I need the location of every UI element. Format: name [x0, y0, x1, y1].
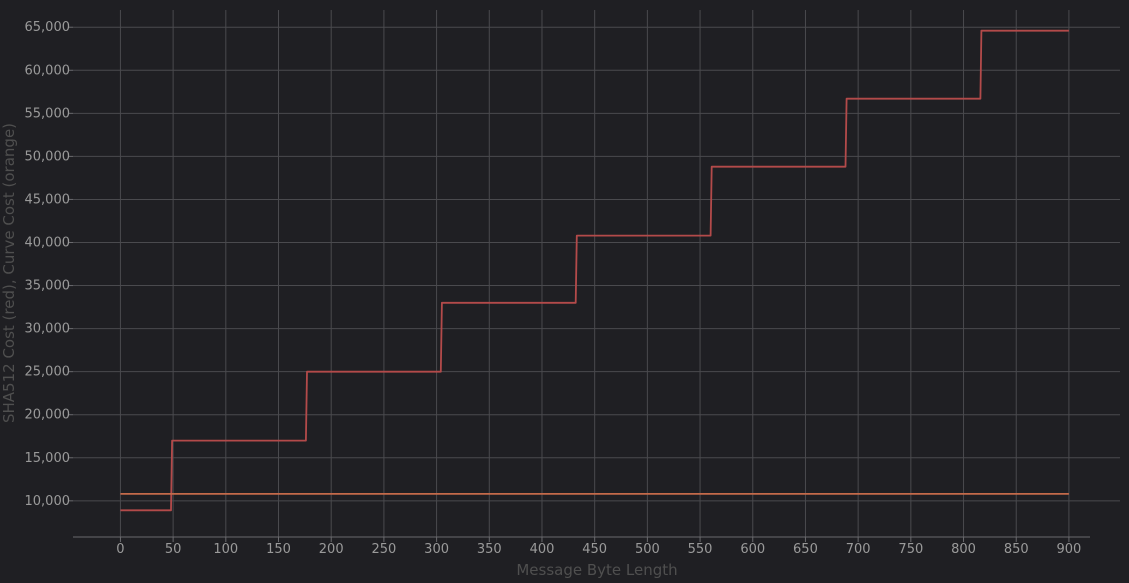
- axes: [68, 26, 1090, 542]
- x-tick-label: 800: [951, 542, 976, 557]
- gridlines: [73, 10, 1120, 537]
- series-line: [120, 29, 1069, 512]
- x-tick-label: 0: [116, 542, 124, 557]
- y-tick-label: 40,000: [25, 236, 71, 251]
- y-tick-label: 10,000: [25, 494, 71, 509]
- y-tick-label: 45,000: [25, 192, 71, 207]
- y-tick-label: 20,000: [25, 408, 71, 423]
- x-tick-label: 750: [898, 542, 923, 557]
- x-tick-label: 300: [424, 542, 449, 557]
- x-axis-title: Message Byte Length: [516, 561, 677, 579]
- y-tick-label: 35,000: [25, 279, 71, 294]
- x-tick-label: 250: [371, 542, 396, 557]
- x-tick-label: 400: [530, 542, 555, 557]
- x-tick-label: 200: [319, 542, 344, 557]
- y-tick-label: 25,000: [25, 365, 71, 380]
- x-tick-label: 700: [846, 542, 871, 557]
- y-tick-label: 60,000: [25, 63, 71, 78]
- x-tick-label: 500: [635, 542, 660, 557]
- tick-labels: 0 50 100 150 200 250 300 350 400 450 500 550 600 650 7…: [25, 20, 1082, 557]
- y-axis-title: SHA512 Cost (red), Curve Cost (orange): [0, 123, 18, 423]
- x-tick-label: 850: [1004, 542, 1029, 557]
- x-tick-label: 50: [165, 542, 182, 557]
- x-tick-label: 450: [582, 542, 607, 557]
- x-tick-label: 650: [793, 542, 818, 557]
- x-tick-label: 100: [213, 542, 238, 557]
- y-tick-label: 30,000: [25, 322, 71, 337]
- x-tick-label: 350: [477, 542, 502, 557]
- x-tick-label: 550: [688, 542, 713, 557]
- y-tick-label: 65,000: [25, 20, 71, 35]
- y-tick-label: 15,000: [25, 451, 71, 466]
- data-series: [120, 29, 1069, 512]
- y-tick-label: 50,000: [25, 149, 71, 164]
- x-tick-label: 600: [740, 542, 765, 557]
- x-tick-label: 150: [266, 542, 291, 557]
- y-tick-label: 55,000: [25, 106, 71, 121]
- x-tick-label: 900: [1057, 542, 1082, 557]
